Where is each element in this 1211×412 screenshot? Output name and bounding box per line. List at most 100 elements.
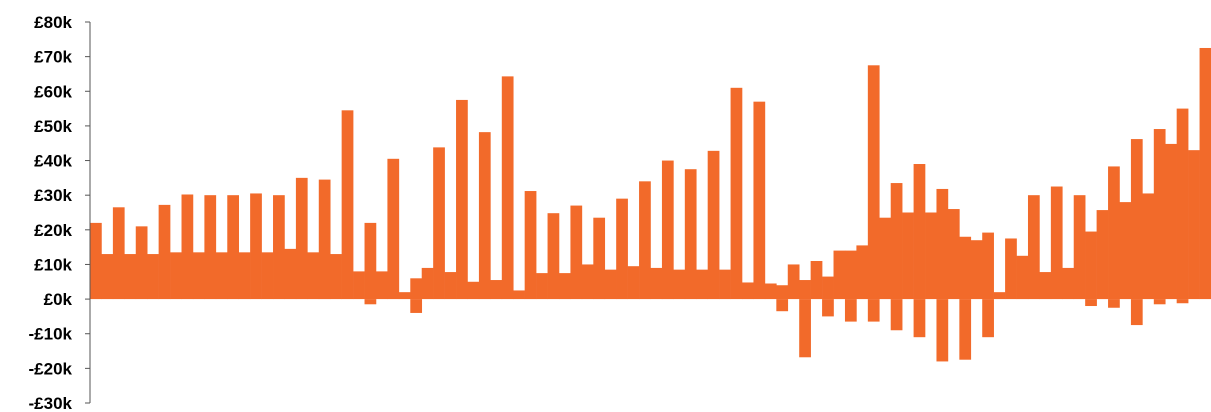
- bar: [604, 269, 617, 300]
- bar: [970, 240, 983, 300]
- bar: [696, 269, 708, 300]
- bar: [627, 266, 640, 300]
- bar: [1085, 231, 1097, 300]
- bar: [833, 250, 846, 300]
- bar: [1039, 272, 1052, 300]
- bar: [147, 254, 159, 300]
- bar: [307, 252, 320, 300]
- bar: [684, 169, 697, 300]
- bar: [1027, 195, 1040, 300]
- bar: [558, 273, 571, 300]
- bar: [215, 252, 228, 300]
- bar-negative: [1176, 299, 1189, 304]
- bar: [524, 191, 537, 300]
- bar-negative: [890, 299, 903, 331]
- bar: [661, 160, 674, 300]
- bar: [112, 207, 125, 300]
- bar: [295, 177, 308, 300]
- bar: [742, 282, 754, 300]
- bar: [810, 260, 823, 300]
- bar: [890, 183, 903, 300]
- bar: [547, 213, 560, 300]
- bar: [879, 217, 892, 300]
- bar: [181, 194, 194, 300]
- bars-layer: [90, 47, 1211, 362]
- bar: [444, 272, 457, 300]
- y-tick-label: £20k: [34, 221, 72, 240]
- y-tick-label: £30k: [34, 186, 72, 205]
- bar: [1062, 267, 1075, 300]
- bar: [124, 254, 137, 300]
- bar: [787, 264, 800, 300]
- bar: [330, 254, 342, 300]
- bar-negative: [936, 299, 949, 362]
- bar: [581, 264, 594, 300]
- bar-negative: [867, 299, 880, 322]
- bar-negative: [822, 299, 834, 317]
- bar: [707, 150, 720, 300]
- bar-negative: [776, 299, 789, 312]
- y-axis: £80k £70k £60k £50k £40k £30k £20k £10k £0k -£10k…: [29, 13, 91, 412]
- bar: [867, 65, 880, 300]
- bar: [375, 271, 388, 300]
- bar-negative: [799, 299, 811, 358]
- bar: [913, 164, 926, 300]
- bar: [1119, 202, 1132, 300]
- bar-negative: [1153, 299, 1166, 305]
- bar: [993, 292, 1006, 300]
- bar: [227, 195, 240, 300]
- bar: [318, 179, 331, 300]
- bar: [433, 147, 445, 300]
- bar: [822, 276, 834, 300]
- bar: [204, 195, 217, 300]
- bar: [844, 250, 857, 300]
- bar: [1199, 47, 1211, 300]
- y-tick-label: -£30k: [29, 394, 73, 412]
- bar: [478, 132, 491, 300]
- bar: [1176, 108, 1189, 300]
- bar-negative: [959, 299, 972, 360]
- bar: [650, 267, 663, 300]
- y-tick-label: £70k: [34, 48, 72, 67]
- bar: [261, 252, 274, 300]
- y-tick-label: £40k: [34, 152, 72, 171]
- bar: [1142, 193, 1155, 300]
- bar: [398, 292, 411, 300]
- bar: [467, 281, 480, 300]
- bar: [982, 232, 994, 300]
- y-tick-label: £10k: [34, 255, 72, 274]
- bar: [341, 110, 354, 300]
- bar-negative: [1085, 299, 1097, 307]
- bar: [192, 252, 205, 300]
- bar: [902, 212, 914, 300]
- y-tick-label: -£10k: [29, 325, 73, 344]
- bar: [570, 205, 583, 300]
- bar: [936, 188, 949, 300]
- bar: [764, 283, 777, 300]
- bar: [536, 273, 548, 300]
- bar: [856, 245, 869, 300]
- bar: [593, 217, 606, 300]
- bar: [101, 254, 114, 300]
- bar: [170, 252, 182, 300]
- bar-negative: [364, 299, 377, 305]
- bar: [353, 271, 365, 300]
- bar: [90, 222, 102, 300]
- bar-negative: [913, 299, 926, 338]
- bar: [490, 280, 503, 300]
- bar: [776, 285, 789, 300]
- y-tick-label: £50k: [34, 117, 72, 136]
- bar: [1108, 166, 1120, 300]
- bar: [947, 209, 960, 300]
- y-tick-label: -£20k: [29, 359, 73, 378]
- bar: [501, 76, 514, 300]
- bar: [959, 236, 972, 300]
- bar: [1165, 143, 1177, 300]
- bar: [925, 212, 937, 300]
- bar: [1096, 210, 1109, 300]
- bar: [1130, 139, 1143, 300]
- y-tick-label: £0k: [44, 290, 73, 309]
- bar: [1153, 129, 1166, 300]
